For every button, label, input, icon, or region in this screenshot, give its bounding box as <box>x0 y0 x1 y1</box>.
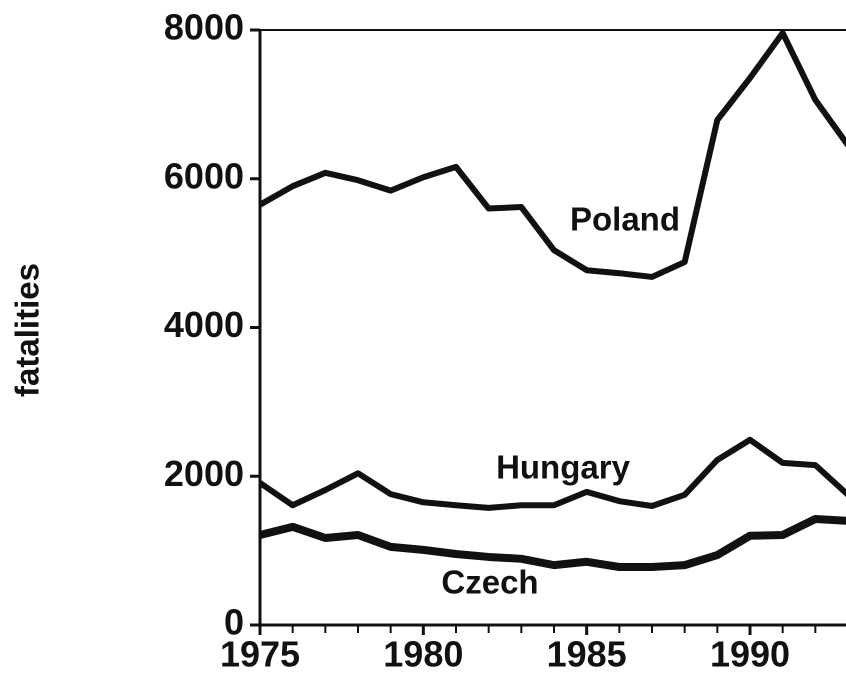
y-tick-label: 4000 <box>164 304 244 345</box>
y-tick-label: 6000 <box>164 155 244 196</box>
x-tick-label: 1975 <box>220 634 300 675</box>
series-line <box>258 29 846 280</box>
x-tick-label: 1990 <box>710 634 790 675</box>
y-tick-label: 0 <box>224 602 244 643</box>
series-label: Poland <box>570 201 680 238</box>
series-label: Czech <box>441 564 538 601</box>
y-tick-label: 8000 <box>164 7 244 48</box>
series-line <box>258 436 846 511</box>
x-tick-label: 1980 <box>383 634 463 675</box>
x-tick-label: 1985 <box>547 634 627 675</box>
y-axis-label: fatalities <box>9 263 46 397</box>
series-label: Hungary <box>496 449 631 486</box>
series-line <box>259 515 846 571</box>
y-tick-label: 2000 <box>164 453 244 494</box>
